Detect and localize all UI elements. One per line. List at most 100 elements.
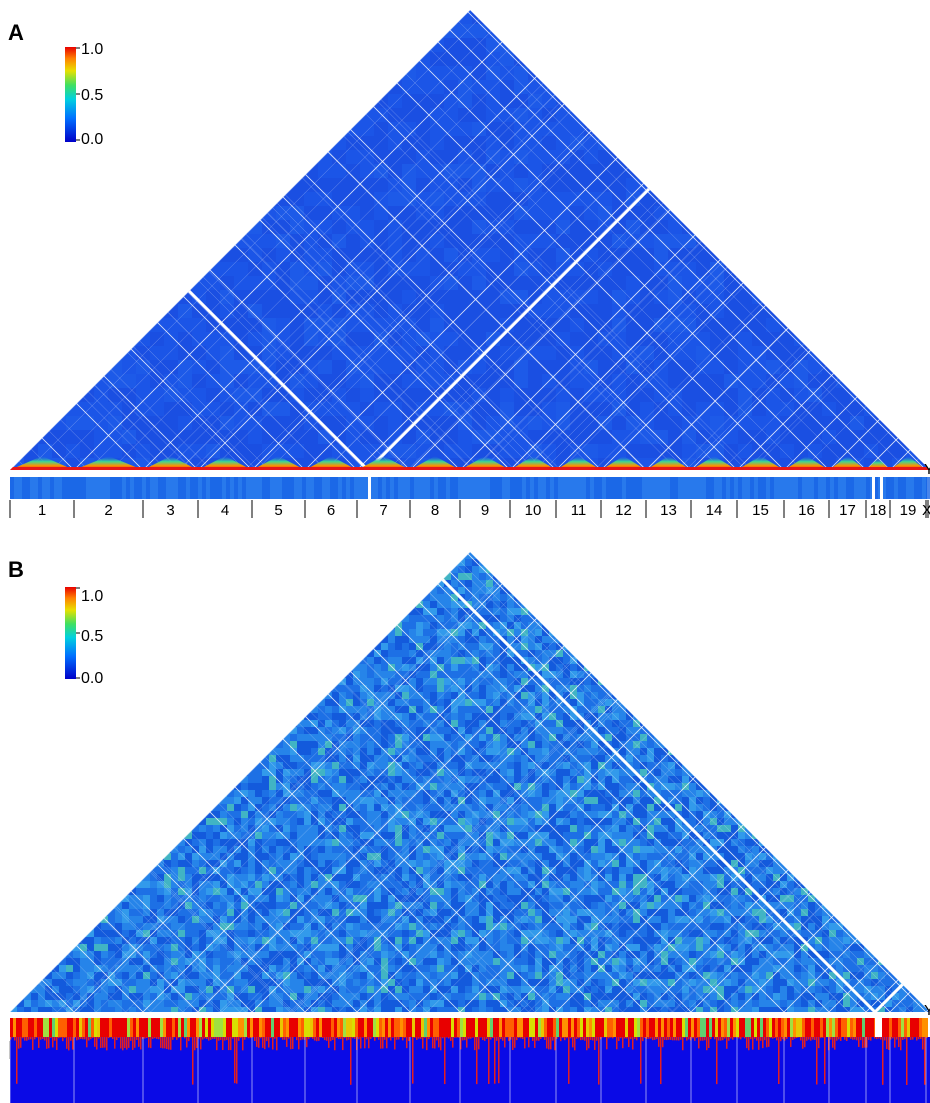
heatmap-cell bbox=[857, 643, 864, 650]
heatmap-cell bbox=[850, 374, 864, 388]
heatmap-cell bbox=[899, 587, 906, 594]
heatmap-cell bbox=[710, 430, 724, 444]
heatmap-cell bbox=[192, 594, 199, 601]
heatmap-cell bbox=[570, 552, 577, 559]
strip-cell bbox=[470, 477, 474, 499]
heatmap-cell bbox=[10, 402, 24, 416]
heatmap-cell bbox=[80, 276, 94, 290]
heatmap-cell bbox=[381, 657, 388, 664]
heatmap-cell bbox=[843, 608, 850, 615]
heatmap-cell bbox=[794, 332, 808, 346]
heatmap-cell bbox=[360, 150, 374, 164]
heatmap-cell bbox=[815, 650, 822, 657]
heatmap-cell bbox=[430, 374, 444, 388]
heatmap-cell bbox=[360, 629, 367, 636]
heatmap-cell bbox=[402, 657, 409, 664]
heatmap-cell bbox=[192, 402, 206, 416]
heatmap-cell bbox=[185, 594, 192, 601]
heatmap-cell bbox=[269, 657, 276, 664]
heatmap-cell bbox=[458, 622, 465, 629]
heatmap-cell bbox=[871, 622, 878, 629]
heatmap-cell bbox=[878, 304, 892, 318]
heatmap-cell bbox=[864, 650, 871, 657]
heatmap-cell bbox=[500, 150, 514, 164]
heatmap-cell bbox=[332, 248, 346, 262]
heatmap-cell bbox=[794, 402, 808, 416]
strip-cell bbox=[742, 477, 746, 499]
strip-cell bbox=[266, 477, 270, 499]
heatmap-cell bbox=[654, 622, 661, 629]
heatmap-cell bbox=[598, 664, 605, 671]
heatmap-cell bbox=[794, 552, 801, 559]
heatmap-cell bbox=[143, 587, 150, 594]
heatmap-cell bbox=[199, 573, 206, 580]
heatmap-cell bbox=[780, 108, 794, 122]
heatmap-cell bbox=[115, 580, 122, 587]
heatmap-cell bbox=[220, 94, 234, 108]
heatmap-cell bbox=[906, 430, 920, 444]
heatmap-cell bbox=[290, 178, 304, 192]
heatmap-cell bbox=[724, 52, 738, 66]
heatmap-cell bbox=[136, 318, 150, 332]
heatmap-cell bbox=[759, 573, 766, 580]
heatmap-cell bbox=[136, 24, 150, 38]
heatmap-cell bbox=[766, 332, 780, 346]
heatmap-cell bbox=[808, 566, 815, 573]
heatmap-cell bbox=[577, 552, 584, 559]
heatmap-cell bbox=[689, 608, 696, 615]
strip-cell bbox=[522, 477, 526, 499]
heatmap-cell bbox=[696, 10, 710, 24]
heatmap-cell bbox=[612, 136, 626, 150]
heatmap-cell bbox=[857, 601, 864, 608]
heatmap-cell bbox=[248, 650, 255, 657]
heatmap-cell bbox=[304, 234, 318, 248]
heatmap-cell bbox=[731, 580, 738, 587]
heatmap-cell bbox=[178, 402, 192, 416]
heatmap-cell bbox=[787, 636, 794, 643]
heatmap-cell bbox=[339, 573, 346, 580]
heatmap-cell bbox=[696, 178, 710, 192]
heatmap-cell bbox=[640, 643, 647, 650]
heatmap-cell bbox=[52, 573, 59, 580]
heatmap-cell bbox=[836, 192, 850, 206]
strip-gap bbox=[880, 477, 883, 499]
heatmap-cell bbox=[262, 622, 269, 629]
heatmap-cell bbox=[584, 24, 598, 38]
heatmap-cell bbox=[178, 94, 192, 108]
heatmap-cell bbox=[304, 304, 318, 318]
heatmap-cell bbox=[164, 234, 178, 248]
diagonal-edge bbox=[10, 467, 930, 470]
heatmap-cell bbox=[248, 304, 262, 318]
heatmap-cell bbox=[808, 10, 822, 24]
heatmap-cell bbox=[276, 559, 283, 566]
heatmap-cell bbox=[248, 276, 262, 290]
heatmap-cell bbox=[738, 636, 745, 643]
heatmap-cell bbox=[570, 136, 584, 150]
heatmap-cell bbox=[647, 615, 654, 622]
strip-cell bbox=[614, 477, 618, 499]
heatmap-cell bbox=[892, 304, 906, 318]
heatmap-cell bbox=[150, 206, 164, 220]
heatmap-cell bbox=[465, 559, 472, 566]
heatmap-cell bbox=[395, 657, 402, 664]
heatmap-cell bbox=[388, 664, 395, 671]
heatmap-cell bbox=[836, 206, 850, 220]
strip-cell bbox=[18, 477, 22, 499]
heatmap-cell bbox=[199, 566, 206, 573]
heatmap-cell bbox=[535, 664, 542, 671]
chromosome-strip-a bbox=[10, 477, 930, 499]
heatmap-cell bbox=[164, 346, 178, 360]
heatmap-cell bbox=[346, 332, 360, 346]
heatmap-cell bbox=[136, 10, 150, 24]
heatmap-cell bbox=[598, 360, 612, 374]
heatmap-cell bbox=[353, 636, 360, 643]
heatmap-cell bbox=[738, 178, 752, 192]
heatmap-cell bbox=[332, 24, 346, 38]
heatmap-cell bbox=[178, 192, 192, 206]
heatmap-cell bbox=[458, 122, 472, 136]
heatmap-cell bbox=[640, 80, 654, 94]
heatmap-cell bbox=[423, 552, 430, 559]
heatmap-cell bbox=[234, 559, 241, 566]
heatmap-cell bbox=[850, 601, 857, 608]
heatmap-cell bbox=[122, 608, 129, 615]
